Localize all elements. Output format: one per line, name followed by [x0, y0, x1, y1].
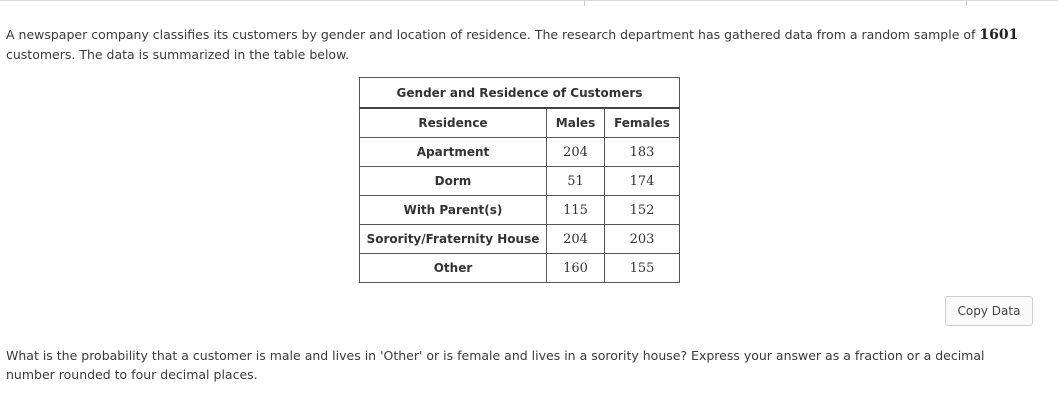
females-cell: 174 — [604, 166, 680, 196]
females-cell: 155 — [604, 253, 680, 283]
divider-notch — [584, 0, 585, 6]
customer-data-table: Gender and Residence of Customers Reside… — [359, 77, 680, 283]
problem-intro: A newspaper company classifies its custo… — [6, 25, 1046, 64]
females-cell: 203 — [604, 224, 680, 254]
copy-data-button[interactable]: Copy Data — [945, 296, 1033, 326]
row-label: Dorm — [359, 166, 547, 196]
row-label: Apartment — [359, 137, 547, 167]
males-cell: 204 — [546, 137, 605, 167]
row-label: With Parent(s) — [359, 195, 547, 225]
table-header-row: Residence Males Females — [359, 107, 680, 138]
intro-text-after: customers. The data is summarized in the… — [6, 47, 350, 62]
header-males: Males — [546, 107, 605, 138]
question-text: What is the probability that a customer … — [6, 348, 985, 382]
sample-size: 1601 — [979, 27, 1019, 43]
females-cell: 183 — [604, 137, 680, 167]
table-row: Sorority/Fraternity House 204 203 — [359, 224, 680, 254]
row-label: Sorority/Fraternity House — [359, 224, 547, 254]
table-caption-row: Gender and Residence of Customers — [359, 77, 680, 109]
header-females: Females — [604, 107, 680, 138]
table-row: With Parent(s) 115 152 — [359, 195, 680, 225]
header-residence: Residence — [359, 107, 547, 138]
row-label: Other — [359, 253, 547, 283]
table-row: Apartment 204 183 — [359, 137, 680, 167]
females-cell: 152 — [604, 195, 680, 225]
males-cell: 115 — [546, 195, 605, 225]
intro-text-before: A newspaper company classifies its custo… — [6, 27, 980, 42]
males-cell: 51 — [546, 166, 605, 196]
table-row: Dorm 51 174 — [359, 166, 680, 196]
table-caption: Gender and Residence of Customers — [359, 77, 680, 109]
divider-notch — [966, 0, 967, 6]
top-divider — [0, 0, 1058, 6]
table-row: Other 160 155 — [359, 253, 680, 283]
males-cell: 160 — [546, 253, 605, 283]
males-cell: 204 — [546, 224, 605, 254]
